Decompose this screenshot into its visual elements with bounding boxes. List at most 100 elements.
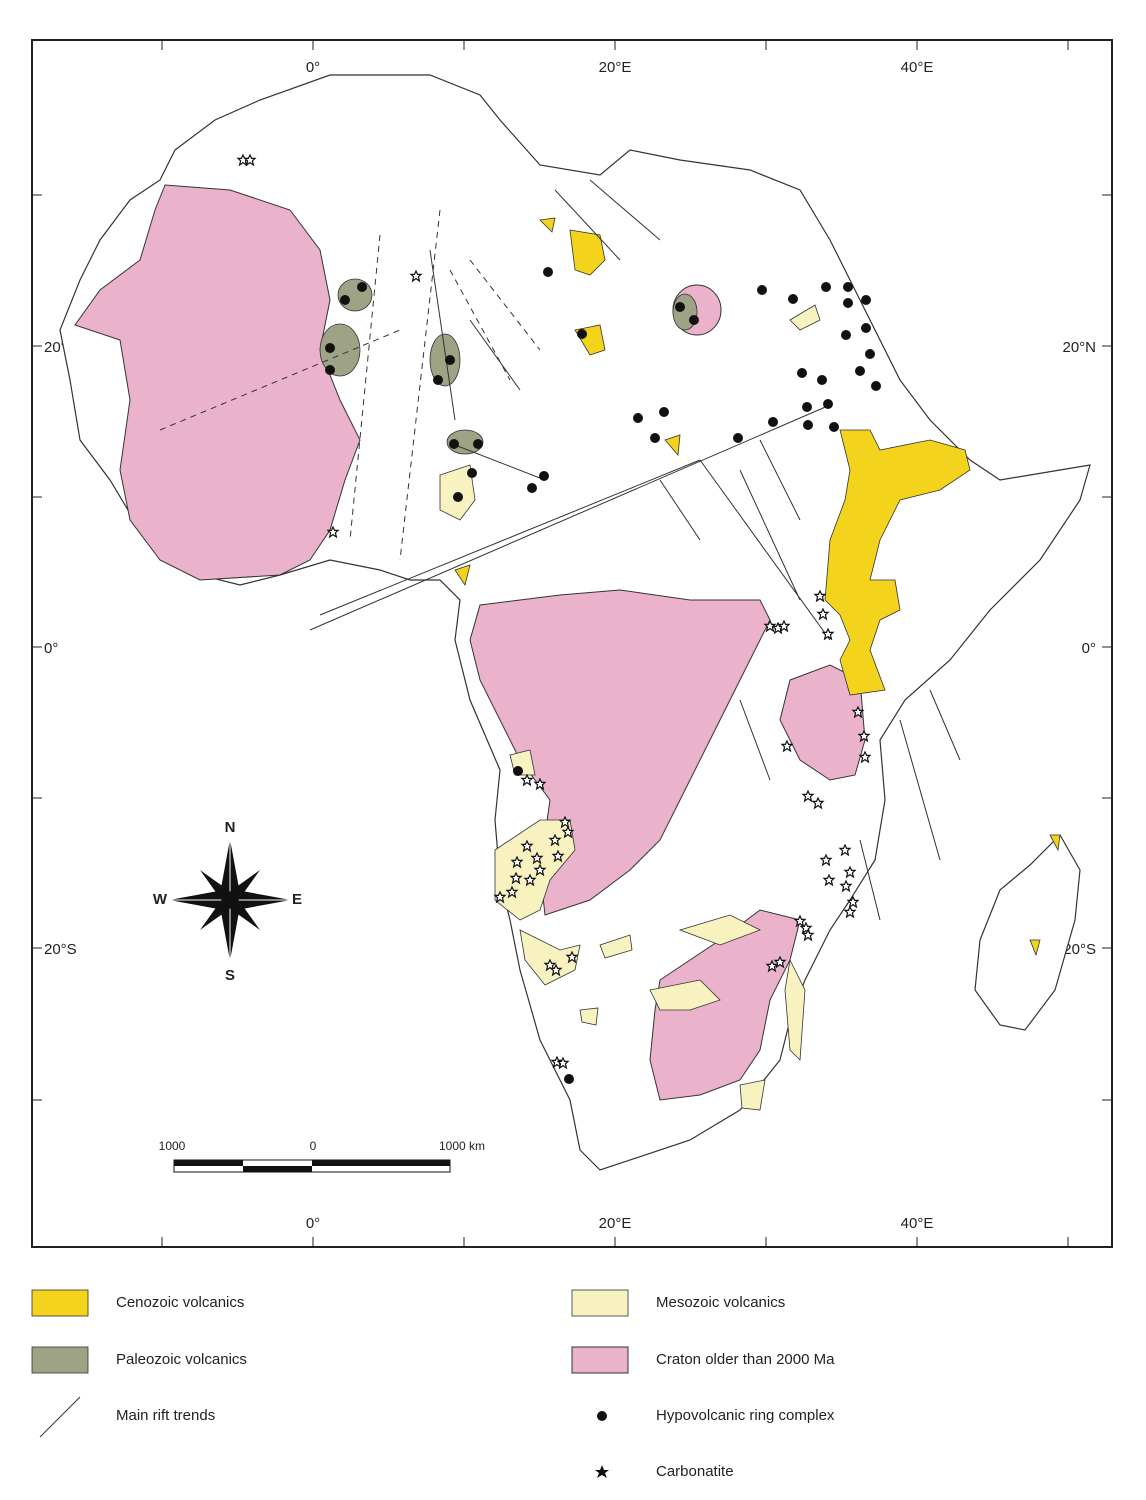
carbonatite: [846, 895, 860, 909]
compass-diagonals: [200, 870, 260, 930]
ring-complex: [543, 267, 553, 277]
legend-dot: [597, 1411, 607, 1421]
ring-complex: [757, 285, 767, 295]
ring-complex: [445, 355, 455, 365]
mesozoic-west: [439, 304, 821, 776]
carbonatite: [493, 890, 507, 904]
carbonatite: [551, 849, 565, 863]
carbonatite: [857, 729, 871, 743]
longitude-label: 20°E: [599, 59, 632, 76]
carbonatite: [839, 879, 853, 893]
carbonatite: [819, 853, 833, 867]
latitude-label: 0°: [1082, 640, 1096, 657]
compass-south: S: [225, 967, 235, 984]
carbonatite: [558, 815, 572, 829]
ring-complex: [539, 471, 549, 481]
carbonatite: [548, 833, 562, 847]
carbonatite: [777, 619, 791, 633]
ring-complex: [861, 323, 871, 333]
compass-east: E: [292, 891, 302, 908]
latitude-label: 20°N: [1062, 339, 1096, 356]
ring-complex: [861, 295, 871, 305]
longitude-label: 40°E: [901, 59, 934, 76]
latitude-label: 0°: [44, 640, 58, 657]
carbonatite: [793, 914, 807, 928]
ring-complex: [689, 315, 699, 325]
ring-complex: [433, 375, 443, 385]
longitude-label: 40°E: [901, 1215, 934, 1232]
compass-west: W: [153, 891, 168, 908]
carbonatite: [843, 865, 857, 879]
ring-complex: [633, 413, 643, 423]
ring-complex: [325, 343, 335, 353]
carbonatite: [326, 525, 340, 539]
carbonatite: [851, 705, 865, 719]
longitude-label: 0°: [306, 1215, 320, 1232]
carbonatite: [822, 873, 836, 887]
point-markers: [236, 153, 881, 1084]
legend: Cenozoic volcanics Paleozoic volcanics M…: [31, 1289, 835, 1480]
tanzania-craton: [779, 664, 866, 781]
longitude-label: 0°: [306, 59, 320, 76]
carbonatite: [765, 959, 779, 973]
scale-segment: [312, 1160, 450, 1166]
kalahari-craton: [649, 909, 801, 1101]
legend-swatch: [31, 1346, 89, 1374]
carbonatite: [409, 269, 423, 283]
carbonatite: [505, 885, 519, 899]
scale-label: 0: [310, 1139, 317, 1153]
legend-label: Paleozoic volcanics: [116, 1351, 247, 1368]
ring-complex: [659, 407, 669, 417]
africa: [59, 74, 1091, 1171]
ring-complex: [675, 302, 685, 312]
carbonatite: [520, 773, 534, 787]
ring-complex: [473, 439, 483, 449]
cenozoic-tibesti: [569, 229, 606, 276]
carbonatite: [533, 777, 547, 791]
ring-complex: [357, 282, 367, 292]
legend-label: Hypovolcanic ring complex: [656, 1407, 835, 1424]
carbonatite: [763, 619, 777, 633]
carbonatite: [520, 839, 534, 853]
legend-label: Mesozoic volcanics: [656, 1294, 785, 1311]
mesozoic-namibia: [519, 929, 581, 986]
ring-complex: [823, 399, 833, 409]
carbonatite: [509, 871, 523, 885]
carbonatite: [510, 855, 524, 869]
legend-label: Carbonatite: [656, 1463, 734, 1480]
ring-complex: [855, 366, 865, 376]
carbonatite: [549, 963, 563, 977]
scale-segment: [174, 1160, 243, 1166]
carbonatite: [780, 739, 794, 753]
carbonatite: [530, 851, 544, 865]
ring-complex: [821, 282, 831, 292]
ring-complex: [325, 365, 335, 375]
west-african-craton: [74, 184, 361, 581]
cenozoic-east-africa: [824, 429, 971, 696]
carbonatite: [843, 905, 857, 919]
ring-complex: [802, 402, 812, 412]
carbonatite: [556, 1056, 570, 1070]
carbonatite: [550, 1055, 564, 1069]
carbonatite: [821, 627, 835, 641]
legend-swatch: [31, 1289, 89, 1317]
legend-star: [595, 1465, 609, 1478]
ring-complex: [865, 349, 875, 359]
ring-complex: [449, 439, 459, 449]
latitude-label: 20°S: [1063, 941, 1096, 958]
ring-complex: [577, 329, 587, 339]
compass-north: N: [225, 819, 236, 836]
cenozoic-small: [454, 217, 1061, 957]
legend-label: Cenozoic volcanics: [116, 1294, 244, 1311]
legend-swatch: [571, 1346, 629, 1374]
ring-complex: [564, 1074, 574, 1084]
paleozoic: [319, 323, 361, 377]
ring-complex: [733, 433, 743, 443]
scale-segment: [243, 1166, 312, 1172]
ring-complex: [768, 417, 778, 427]
ring-complex: [829, 422, 839, 432]
scale-bar: 1000 0 1000 km: [159, 1139, 485, 1173]
carbonatite: [243, 153, 257, 167]
compass: N S E W: [153, 819, 302, 984]
